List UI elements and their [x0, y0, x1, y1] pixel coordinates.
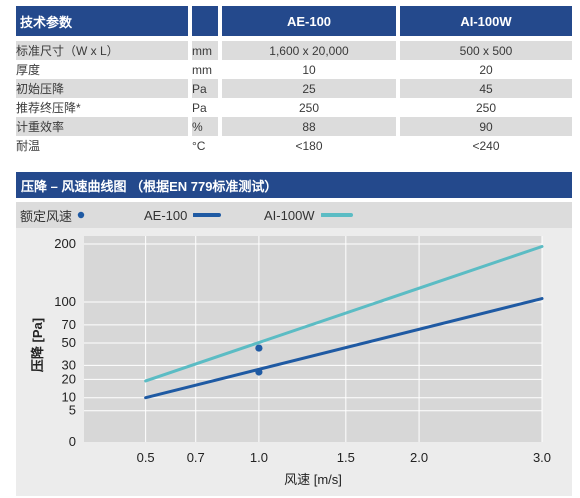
row-label: 耐温 [16, 139, 41, 153]
spec-header-unit [192, 6, 218, 36]
rated-dot-icon [77, 211, 85, 219]
legend-ai: AI-100W [264, 202, 355, 228]
y-tick-label: 100 [54, 294, 76, 309]
row-value-ai: 20 [479, 62, 493, 77]
legend-ai-label: AI-100W [264, 207, 315, 223]
x-tick-label: 1.5 [337, 450, 355, 465]
row-unit: % [192, 117, 218, 136]
row-unit: Pa [192, 100, 207, 115]
row-unit: mm [192, 62, 212, 77]
y-axis-label: 压降 [Pa] [30, 318, 45, 372]
row-label: 推荐终压降* [16, 101, 81, 115]
rated-point-ai-100w [255, 344, 263, 352]
x-tick-label: 2.0 [410, 450, 428, 465]
series-line-ai-100w [144, 244, 544, 383]
row-unit: mm [192, 41, 218, 60]
legend-rated-label: 额定风速 [20, 208, 73, 224]
legend-ae-label: AE-100 [144, 207, 188, 223]
row-label: 计重效率 [16, 117, 188, 136]
row-value-ae: 10 [302, 62, 316, 77]
legend-ae-swatch [193, 213, 222, 217]
spec-header-ae: AE-100 [222, 6, 396, 36]
section-title-bar: 压降 – 风速曲线图 （根据EN 779标准测试） [16, 172, 572, 198]
row-label: 厚度 [16, 63, 41, 77]
row-value-ae: 88 [222, 117, 396, 136]
row-value-ai: <240 [472, 138, 500, 153]
legend-ae: AE-100 [144, 202, 223, 228]
y-tick-label: 10 [62, 390, 76, 405]
row-value-ai: 45 [400, 79, 572, 98]
plot-area [84, 236, 542, 442]
row-value-ae: 250 [298, 100, 320, 115]
legend-rated: 额定风速 [20, 202, 90, 228]
y-tick-label: 30 [62, 357, 76, 372]
row-unit: Pa [192, 79, 218, 98]
y-tick-label: 70 [62, 317, 76, 332]
row-value-ae: 25 [222, 79, 396, 98]
table-row: 计重效率 % 88 90 [0, 117, 580, 136]
rated-point-ae-100 [255, 368, 263, 376]
row-value-ai: 500 x 500 [400, 41, 572, 60]
x-tick-label: 0.5 [137, 450, 155, 465]
row-value-ai: 250 [475, 100, 497, 115]
table-row: 推荐终压降* Pa 250 250 [0, 98, 580, 117]
x-tick-label: 3.0 [533, 450, 551, 465]
row-value-ae: 1,600 x 20,000 [222, 41, 396, 60]
y-tick-label: 200 [54, 236, 76, 251]
y-tick-label: 50 [62, 335, 76, 350]
spec-header-row: 技术参数 AE-100 AI-100W [0, 6, 580, 36]
row-value-ai: 90 [400, 117, 572, 136]
series-line-ae-100 [144, 297, 544, 400]
row-label: 初始压降 [16, 79, 188, 98]
table-row: 耐温 °C <180 <240 [0, 136, 580, 155]
x-tick-label: 1.0 [250, 450, 268, 465]
y-tick-label: 20 [62, 371, 76, 386]
y-tick-label: 5 [69, 403, 76, 418]
row-value-ae: <180 [295, 138, 323, 153]
table-row: 厚度 mm 10 20 [0, 60, 580, 79]
legend-ai-swatch [320, 213, 353, 217]
spec-header-ai: AI-100W [400, 6, 572, 36]
y-tick-label: 0 [69, 434, 76, 449]
chart-legend: 额定风速 AE-100 AI-100W [16, 202, 572, 228]
spec-header-label: 技术参数 [16, 6, 188, 36]
x-axis-label: 风速 [m/s] [284, 472, 342, 487]
table-row: 标准尺寸（W x L） mm 1,600 x 20,000 500 x 500 [0, 41, 580, 60]
table-row: 初始压降 Pa 25 45 [0, 79, 580, 98]
x-tick-label: 0.7 [187, 450, 205, 465]
row-label: 标准尺寸（W x L） [16, 41, 188, 60]
section-title: 压降 – 风速曲线图 （根据EN 779标准测试） [21, 178, 278, 194]
row-unit: °C [192, 138, 206, 153]
